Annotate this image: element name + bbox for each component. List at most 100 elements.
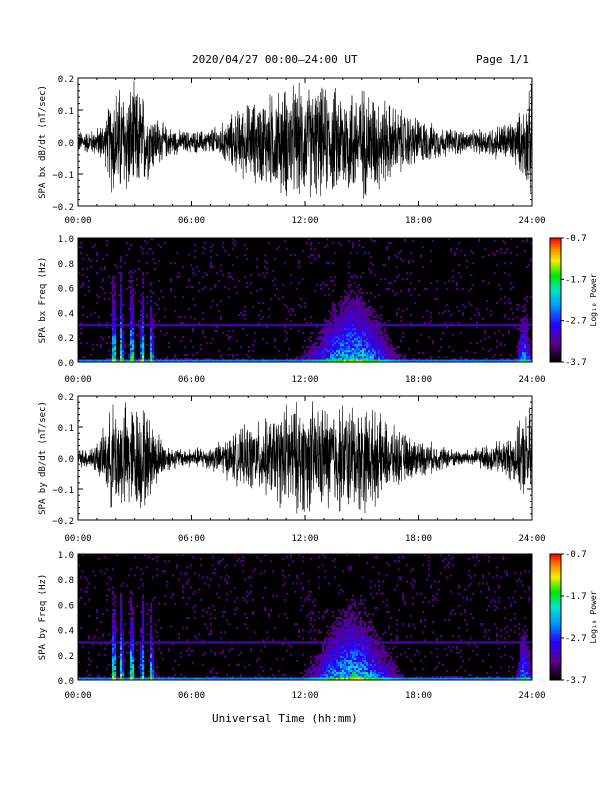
spectrogram-cell [348,334,351,337]
spectrogram-cell [122,655,125,658]
spectrogram-cell [400,290,403,293]
spectrogram-cell [320,641,323,644]
spectrogram-cell [252,598,255,601]
spectrogram-cell [262,324,265,327]
spectrogram-cell [298,635,301,638]
spectrogram-cell [358,318,361,321]
spectrogram-cell [198,282,201,285]
spectrogram-cell [120,314,123,317]
spectrogram-cell [82,274,85,277]
spectrogram-cell [380,336,383,339]
spectrogram-cell [330,645,333,648]
spectrogram-cell [316,358,319,361]
spectrogram-cell [122,336,125,339]
waveform-trace [77,401,533,514]
spectrogram-cell [334,633,337,636]
spectrogram-cell [386,288,389,291]
spectrogram-cell [130,635,133,638]
spectrogram-cell [376,340,379,343]
spectrogram-cell [336,639,339,642]
spectrogram-cell [152,258,155,261]
spectrogram-cell [336,318,339,321]
spectrogram-cell [98,558,101,561]
spectrogram-cell [132,294,135,297]
spectrogram-cell [152,324,155,327]
spectrogram-cell [358,328,361,331]
spectrogram-cell [272,641,275,644]
spectrogram-cell [112,302,115,305]
spectrogram-cell [348,322,351,325]
spectrogram-cell [322,344,325,347]
spectrogram-cell [352,669,355,673]
spectrogram-cell [338,314,341,317]
spectrogram-cell [122,641,125,644]
spectrogram-cell [262,338,265,341]
spectrogram-cell [134,657,137,660]
spectrogram-low-band [448,359,451,362]
spectrogram-cell [312,600,315,603]
spectrogram-cell [302,637,305,640]
spectrogram-low-band [266,359,269,362]
spectrogram-cell [150,614,153,618]
spectrogram-cell [322,645,325,648]
spectrogram-cell [334,659,337,662]
spectrogram-cell [340,310,343,313]
spectrogram-low-band [228,359,231,362]
spectrogram-cell [130,667,133,671]
spectrogram-cell [300,582,303,585]
spectrogram-cell [458,322,461,325]
spectrogram-cell [132,334,135,337]
spectrogram-cell [398,324,401,327]
spectrogram-cell [136,278,139,281]
spectrogram-cell [526,322,529,325]
colorbar-segment [550,244,561,247]
spectrogram-cell [362,340,365,343]
spectrogram-cell [320,288,323,291]
spectrogram-cell [94,635,97,638]
spectrogram-cell [194,318,197,321]
spectrogram-cell [238,653,241,656]
spectrogram-cell [132,342,135,345]
spectrogram-cell [350,322,353,325]
spectrogram-cell [244,254,247,257]
spectrogram-cell [332,316,335,319]
spectrogram-cell [350,647,353,650]
spectrogram-cell [142,324,145,327]
spectrogram-cell [386,352,389,355]
spectrogram-cell [326,673,329,677]
spectrogram-cell [366,342,369,345]
spectrogram-cell [362,304,365,307]
spectrogram-cell [144,240,147,243]
spectrogram-low-band [462,359,465,362]
spectrogram-low-band [354,359,357,362]
spectrogram-cell [114,320,117,323]
y-tick-label: 0.2 [58,652,74,662]
spectrogram-cell [226,580,229,583]
spectrogram-cell [286,617,289,620]
spectrogram-cell [152,661,155,664]
spectrogram-cell [130,318,133,321]
colorbar-segment [550,287,561,290]
spectrogram-cell [128,286,131,289]
spectrogram-cell [372,340,375,343]
spectrogram-cell [150,326,153,329]
spectrogram-cell [342,314,345,317]
spectrogram-cell [328,667,331,671]
spectrogram-cell [130,651,133,654]
spectrogram-cell [446,326,449,329]
spectrogram-cell [274,675,277,679]
spectrogram-cell [218,596,221,599]
spectrogram-cell [338,348,341,351]
colorbar-segment [550,349,561,352]
spectrogram-cell [142,596,145,599]
spectrogram-cell [350,633,353,636]
spectrogram-cell [342,643,345,646]
spectrogram-cell [348,627,351,630]
spectrogram-cell [122,639,125,642]
spectrogram-cell [368,344,371,347]
spectrogram-cell [368,336,371,339]
spectrogram-cell [104,324,107,327]
spectrogram-cell [130,338,133,341]
spectrogram-cell [142,248,145,251]
spectrogram-cell [88,657,91,660]
